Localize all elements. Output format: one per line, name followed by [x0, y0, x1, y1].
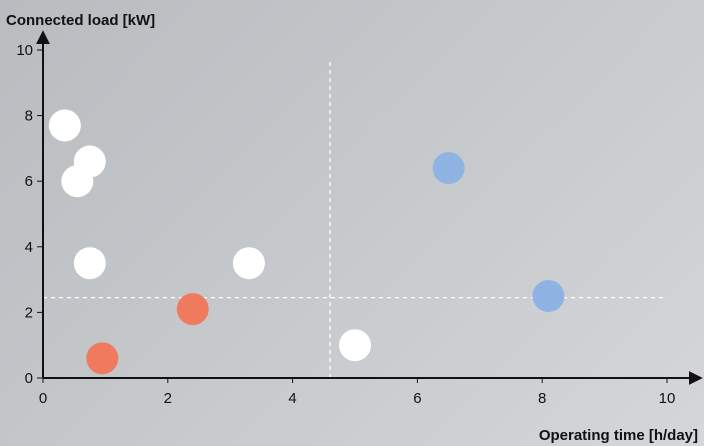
- data-point-orange: [176, 293, 209, 326]
- x-tick-label: 10: [659, 390, 676, 407]
- y-axis-label: Connected load [kW]: [6, 12, 155, 29]
- data-point-white: [73, 247, 106, 280]
- x-tick-label: 8: [538, 390, 546, 407]
- data-point-blue: [432, 152, 465, 185]
- y-tick-label: 10: [16, 42, 33, 59]
- x-tick-label: 6: [413, 390, 421, 407]
- y-tick-label: 2: [25, 304, 33, 321]
- data-point-white: [232, 247, 265, 280]
- data-point-white: [339, 329, 371, 362]
- data-point-white: [48, 109, 81, 142]
- data-point-white: [61, 165, 94, 198]
- x-axis-label: Operating time [h/day]: [539, 427, 698, 444]
- y-tick-label: 0: [25, 370, 33, 387]
- x-tick-label: 4: [288, 390, 296, 407]
- y-tick-label: 6: [25, 173, 33, 190]
- y-tick-label: 4: [25, 239, 33, 256]
- data-point-blue: [532, 280, 565, 312]
- x-tick-label: 0: [39, 390, 47, 407]
- y-tick-label: 8: [25, 108, 33, 125]
- x-tick-label: 2: [164, 390, 172, 407]
- data-point-orange: [86, 342, 119, 375]
